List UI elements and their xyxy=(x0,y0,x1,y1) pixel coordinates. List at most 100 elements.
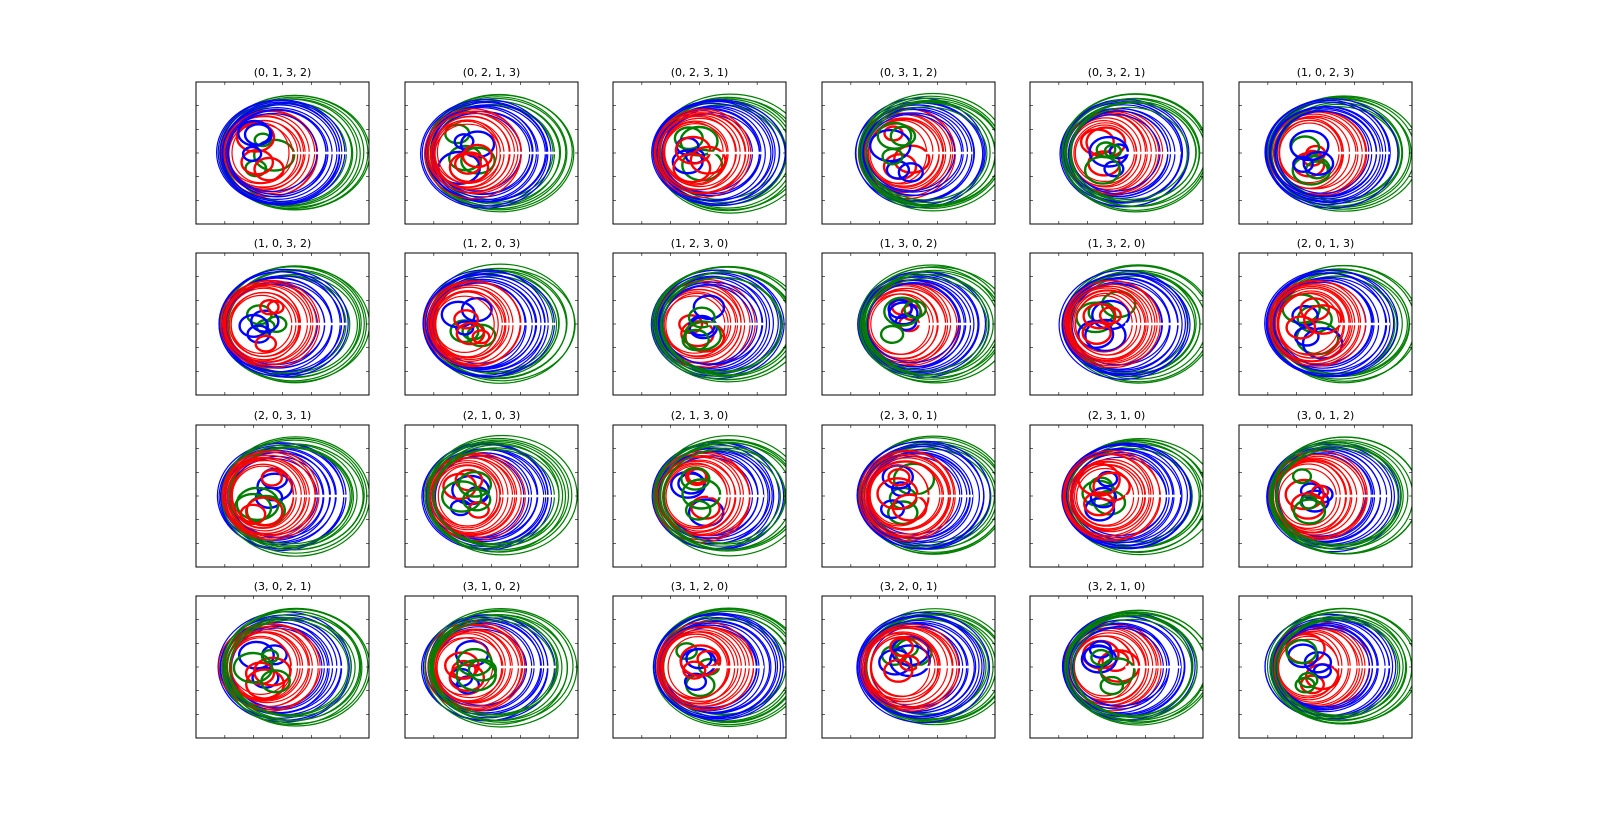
inner-loop xyxy=(1099,675,1125,696)
orbit-loop xyxy=(864,271,995,376)
inner-loop xyxy=(887,298,913,320)
subplot-title: (0, 2, 1, 3) xyxy=(463,66,521,79)
inner-loop xyxy=(689,145,727,175)
orbit-loop xyxy=(659,276,784,374)
subplot-title: (0, 1, 3, 2) xyxy=(254,66,312,79)
orbit-loop xyxy=(657,275,768,371)
inner-loop xyxy=(674,135,712,165)
orbit-loop xyxy=(861,445,980,547)
inner-loop xyxy=(260,669,291,694)
orbit-curves xyxy=(651,435,786,557)
inner-loop xyxy=(471,329,491,345)
orbit-loop xyxy=(1072,618,1193,717)
subplot: (3, 2, 1, 0) xyxy=(1029,580,1204,739)
inner-loop xyxy=(454,152,483,175)
inner-loop xyxy=(453,133,475,150)
orbit-loop xyxy=(434,295,495,353)
orbit-curves xyxy=(650,265,786,383)
orbit-loop xyxy=(1264,99,1391,205)
inner-loop xyxy=(1292,155,1314,174)
orbit-loop xyxy=(1274,615,1408,721)
inner-loop xyxy=(887,468,911,487)
subplot-title: (2, 3, 1, 0) xyxy=(1088,409,1146,422)
orbit-curves xyxy=(218,265,369,384)
orbit-loop xyxy=(857,614,985,719)
inner-loop xyxy=(1285,638,1318,665)
subplot xyxy=(1238,595,1413,739)
inner-loop xyxy=(455,321,486,346)
subplot: (3, 1, 2, 0) xyxy=(612,580,787,739)
orbit-loop xyxy=(858,264,995,383)
subplot-title: (3, 1, 2, 0) xyxy=(671,580,729,593)
subplot: (1, 2, 3, 0) xyxy=(612,237,787,396)
subplot: (2, 0, 1, 3) xyxy=(1238,237,1413,396)
inner-loop xyxy=(1285,315,1317,340)
orbit-curves xyxy=(651,93,786,214)
orbit-loop xyxy=(656,271,786,378)
orbit-loop xyxy=(654,613,782,720)
orbit-loop xyxy=(1064,97,1203,208)
inner-loop xyxy=(1093,489,1127,516)
inner-loop xyxy=(246,324,271,344)
inner-loop xyxy=(696,649,720,668)
inner-loop xyxy=(455,659,498,692)
orbit-loop xyxy=(653,612,784,721)
subplot: (1, 3, 2, 0) xyxy=(1029,237,1204,396)
orbit-curves xyxy=(420,607,578,728)
inner-loop xyxy=(1297,671,1319,689)
subplot-title: (3, 0, 1, 2) xyxy=(1297,409,1355,422)
inner-loop xyxy=(254,334,278,353)
orbit-loop xyxy=(856,441,985,550)
orbit-curves xyxy=(652,607,786,728)
subplot: (0, 2, 1, 3) xyxy=(404,66,579,225)
orbit-loop xyxy=(221,607,369,727)
orbit-loop xyxy=(429,609,574,723)
inner-loop xyxy=(683,672,708,691)
inner-loop xyxy=(237,640,275,670)
subplot-title: (2, 3, 0, 1) xyxy=(880,409,938,422)
subplot: (1, 3, 0, 2) xyxy=(821,237,996,396)
subplot: (2, 3, 0, 1) xyxy=(821,409,996,568)
orbit-loop xyxy=(224,608,369,725)
subplot-title: (1, 3, 0, 2) xyxy=(880,237,938,250)
orbit-loop xyxy=(652,99,781,205)
inner-loop xyxy=(253,156,285,182)
inner-loop xyxy=(1082,302,1117,330)
inner-loop xyxy=(457,470,493,498)
orbit-loop xyxy=(1265,269,1399,378)
orbit-loop xyxy=(1058,269,1189,380)
inner-loop xyxy=(448,151,490,184)
inner-loop xyxy=(466,323,497,348)
orbit-loop xyxy=(654,435,786,557)
orbit-loop xyxy=(863,269,995,379)
orbit-loop xyxy=(1061,93,1203,213)
orbit-curves xyxy=(421,434,578,556)
inner-loop xyxy=(879,324,905,344)
subplot-title: (2, 1, 3, 0) xyxy=(671,409,729,422)
subplot-title: (1, 3, 2, 0) xyxy=(1088,237,1146,250)
inner-loop xyxy=(1083,155,1122,185)
subplot: (0, 3, 2, 1) xyxy=(1029,66,1204,225)
inner-loop xyxy=(876,477,919,511)
orbit-loop xyxy=(858,92,995,212)
inner-loop xyxy=(1089,486,1118,509)
inner-loop xyxy=(680,466,711,491)
inner-loop xyxy=(1077,319,1115,349)
subplot-title: (3, 0, 2, 1) xyxy=(254,580,312,593)
orbit-curves xyxy=(217,607,369,727)
subplot-title: (1, 2, 3, 0) xyxy=(671,237,729,250)
inner-loop xyxy=(868,128,912,163)
inner-loop xyxy=(1092,471,1131,502)
orbit-loop xyxy=(1265,98,1399,209)
subplot: (3, 2, 0, 1) xyxy=(821,580,996,739)
inner-loop xyxy=(1299,297,1330,322)
inner-loop xyxy=(1079,128,1115,156)
subplot: (0, 2, 3, 1) xyxy=(612,66,787,225)
orbit-loop xyxy=(228,617,356,718)
inner-loop xyxy=(240,148,275,176)
inner-loop xyxy=(881,147,904,166)
orbit-curves xyxy=(854,92,995,212)
orbit-loop xyxy=(1272,441,1409,550)
inner-loop xyxy=(1090,648,1112,667)
subplot-title: (2, 0, 3, 1) xyxy=(254,409,312,422)
